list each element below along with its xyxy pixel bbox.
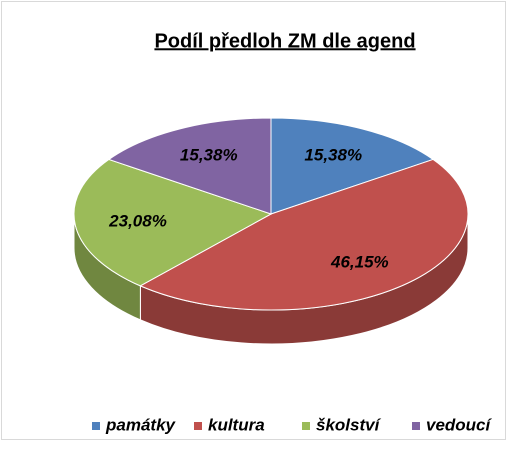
slice <box>139 158 469 311</box>
slice <box>73 158 273 287</box>
slice <box>270 117 435 215</box>
slice <box>107 117 272 215</box>
legend-swatch <box>412 422 420 430</box>
legend-label: kultura <box>208 415 265 434</box>
data-label: 15,38% <box>304 146 362 165</box>
data-label: 23,08% <box>108 211 167 230</box>
legend-label: vedoucí <box>426 415 493 434</box>
data-label: 46,15% <box>330 252 389 271</box>
pie: 15,38% 46,15% 23,08% 15,38% <box>73 117 469 345</box>
data-label: 15,38% <box>180 146 238 165</box>
legend-swatch <box>194 422 202 430</box>
legend: památky kultura školství vedoucí <box>92 415 493 434</box>
legend-label: školství <box>316 415 382 434</box>
chart-title: Podíl předloh ZM dle agend <box>154 30 415 52</box>
legend-swatch <box>92 422 100 430</box>
legend-label: památky <box>105 415 177 434</box>
legend-swatch <box>302 422 310 430</box>
